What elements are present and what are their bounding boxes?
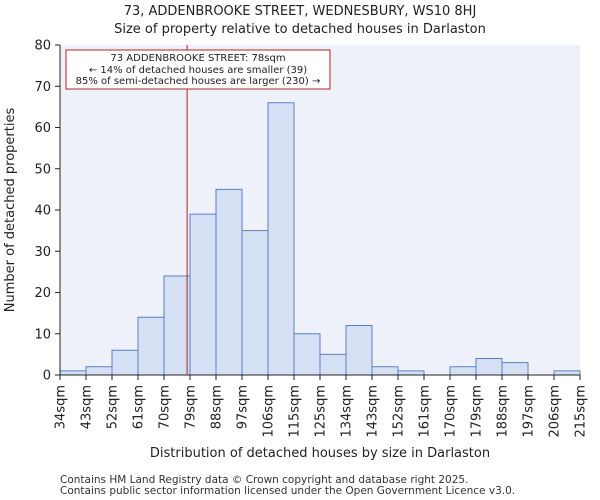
annotation-box: [65, 49, 331, 90]
chart-subtitle: Size of property relative to detached ho…: [114, 22, 486, 37]
histogram-bar: [449, 366, 477, 376]
x-tick-label: 188sqm: [496, 385, 511, 438]
annotation-line: 73 ADDENBROOKE STREET: 78sqm: [110, 53, 285, 64]
x-tick-label: 179sqm: [470, 385, 485, 438]
x-tick-label: 52sqm: [106, 385, 121, 429]
histogram-bar: [241, 230, 269, 376]
x-tick-label: 106sqm: [262, 385, 277, 438]
histogram-bar: [293, 333, 321, 376]
y-tick-label: 30: [34, 245, 51, 260]
x-tick-label: 170sqm: [444, 385, 459, 438]
x-tick-label: 215sqm: [574, 385, 589, 438]
histogram-bar: [475, 358, 503, 376]
footer-line-1: Contains HM Land Registry data © Crown c…: [60, 474, 469, 486]
y-tick-label: 40: [34, 204, 51, 219]
x-tick-label: 79sqm: [184, 385, 199, 429]
histogram-bar: [319, 353, 347, 376]
x-tick-label: 97sqm: [236, 385, 251, 429]
histogram-bar: [189, 213, 217, 376]
y-tick-label: 20: [34, 286, 51, 301]
x-tick-label: 115sqm: [288, 385, 303, 438]
histogram-bar: [371, 366, 399, 376]
annotation-line: ← 14% of detached houses are smaller (39…: [89, 65, 307, 76]
histogram-bar: [501, 362, 529, 376]
x-tick-label: 134sqm: [340, 385, 355, 438]
y-tick-label: 10: [34, 327, 51, 342]
annotation-line: 85% of semi-detached houses are larger (…: [76, 76, 321, 87]
histogram-bar: [553, 370, 581, 376]
x-tick-label: 88sqm: [210, 385, 225, 429]
x-tick-label: 43sqm: [80, 385, 95, 429]
x-tick-label: 143sqm: [366, 385, 381, 438]
x-tick-label: 125sqm: [314, 385, 329, 438]
y-tick-label: 70: [34, 80, 51, 95]
y-axis-title: Number of detached properties: [3, 108, 18, 313]
histogram-bar: [163, 275, 191, 376]
histogram-bar: [137, 316, 165, 376]
histogram-bar: [85, 366, 113, 376]
x-tick-label: 161sqm: [418, 385, 433, 438]
x-axis-title: Distribution of detached houses by size …: [150, 446, 490, 461]
histogram-bar: [59, 370, 87, 376]
x-tick-label: 61sqm: [132, 385, 147, 429]
x-tick-label: 197sqm: [522, 385, 537, 438]
y-tick-label: 60: [34, 121, 51, 136]
x-tick-label: 152sqm: [392, 385, 407, 438]
histogram-bar: [397, 370, 425, 376]
footer-line-2: Contains public sector information licen…: [60, 485, 516, 497]
x-tick-label: 34sqm: [54, 385, 69, 429]
histogram-bar: [215, 188, 243, 376]
histogram-bar: [267, 102, 295, 376]
x-tick-label: 206sqm: [548, 385, 563, 438]
y-tick-label: 50: [34, 162, 51, 177]
histogram-bar: [345, 325, 373, 376]
y-tick-label: 0: [43, 369, 51, 384]
chart-title: 73, ADDENBROOKE STREET, WEDNESBURY, WS10…: [123, 4, 477, 19]
y-tick-label: 80: [34, 39, 51, 54]
x-tick-label: 70sqm: [158, 385, 173, 429]
histogram-bar: [111, 349, 139, 376]
